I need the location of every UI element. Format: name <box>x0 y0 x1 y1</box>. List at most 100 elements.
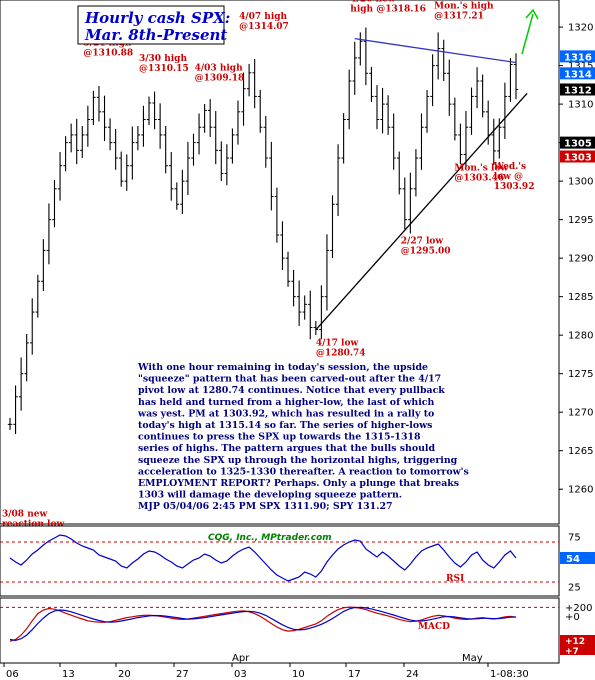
rsi-tag-box <box>560 552 595 564</box>
price-tick-label: 1320 <box>568 23 593 34</box>
price-bar <box>52 179 57 228</box>
price-bar <box>324 234 330 311</box>
price-bar <box>152 91 157 130</box>
projection-arrow <box>521 8 539 55</box>
rsi-last-value-tag: 54 <box>560 552 595 565</box>
price-bar <box>141 105 146 147</box>
price-tag-box <box>560 136 595 149</box>
price-tag-box <box>560 83 595 96</box>
price-tick-label: 1300 <box>568 177 593 188</box>
commentary-line: EMPLOYMENT REPORT? Perhaps. Only a plung… <box>138 478 459 489</box>
price-bar <box>85 105 91 147</box>
price-bar <box>380 87 385 134</box>
price-bar <box>258 89 263 133</box>
annotation-line: 4/20 new <box>350 0 395 4</box>
rsi-label: RSI <box>446 574 464 584</box>
credit: CQG, Inc., MPtrader.com <box>208 533 332 543</box>
annotation: Mon.'s high@1317.21 <box>434 2 494 22</box>
x-month-label: May <box>462 653 483 664</box>
x-tick-label: 06 <box>6 669 19 680</box>
price-bar <box>252 59 257 109</box>
price-bar <box>191 133 196 166</box>
rsi-panel-frame <box>0 525 560 597</box>
price-tag-box <box>560 150 595 163</box>
price-tick-label: 1280 <box>568 331 593 342</box>
price-bar <box>508 58 513 102</box>
macd-y-axis: +200+0 <box>565 603 592 623</box>
price-bar <box>491 118 496 165</box>
price-bar <box>469 87 474 135</box>
price-bar <box>435 32 441 80</box>
price-bar <box>235 100 241 145</box>
price-bar <box>219 141 224 182</box>
price-bar <box>13 385 18 435</box>
price-bar <box>363 27 369 86</box>
price-bar <box>430 54 435 107</box>
price-bar <box>296 280 302 326</box>
annotation-line: @1317.21 <box>434 12 484 22</box>
commentary-line: continues to press the SPX up towards th… <box>138 432 421 443</box>
x-axis: 06 13 20 27 03 10 17 24 1-08:30 Apr May <box>3 653 529 680</box>
x-tick-label: 1-08:30 <box>490 669 529 680</box>
macd-line <box>9 606 517 642</box>
price-bar <box>224 144 230 186</box>
price-tag-label: 1303 <box>564 152 592 163</box>
chart-title: Hourly cash SPX: Mar. 8th-Present <box>77 5 230 45</box>
title-box <box>77 5 225 45</box>
rsi-panel: 25 75 RSI CQG, Inc., MPtrader.com 54 <box>0 525 595 597</box>
price-bar <box>102 95 107 142</box>
price-bar <box>319 285 324 340</box>
price-bar <box>196 113 202 155</box>
price-bar <box>480 74 485 118</box>
annotation: 2/27 low@1295.00 <box>401 237 451 257</box>
price-bar <box>135 126 141 151</box>
annotation-line: @1309.18 <box>195 73 245 83</box>
price-tag-label: 1312 <box>564 85 592 96</box>
price-bar <box>185 141 191 195</box>
price-bar <box>385 95 391 135</box>
price-bar <box>157 103 163 149</box>
annotation-line: @1310.88 <box>83 48 133 58</box>
price-bar <box>24 333 29 382</box>
price-tick-label: 1315 <box>568 61 593 72</box>
price-bar <box>246 63 252 97</box>
price-bar <box>113 128 118 170</box>
price-tag-label: 1314 <box>564 69 592 80</box>
annotation-line: reaction low <box>2 519 64 529</box>
macd-tag-box <box>560 635 595 645</box>
price-bar <box>119 151 124 187</box>
price-bar <box>335 144 341 217</box>
annotation: 4/07 high@1314.07 <box>239 12 289 32</box>
annotation-line: 4/07 high <box>239 12 287 22</box>
annotation-line: @1295.00 <box>401 247 451 257</box>
commentary-line: "squeeze" pattern that has been carved-o… <box>138 374 441 385</box>
price-bar <box>68 123 74 153</box>
price-bar <box>291 269 296 307</box>
annotation-line: @1310.15 <box>139 64 189 74</box>
price-bar <box>474 67 480 109</box>
price-bar <box>419 113 424 170</box>
price-bar <box>74 118 79 165</box>
price-tick-label: 1290 <box>568 254 593 265</box>
annotation-line: 4/17 low <box>316 338 359 348</box>
price-tag-label: 1305 <box>564 139 592 150</box>
price-y-axis: 1260126512701275128012851290129513001305… <box>568 23 593 496</box>
commentary-line: today's high at 1315.14 so far. The seri… <box>138 420 432 431</box>
price-tag-box <box>560 67 595 80</box>
price-bar <box>285 251 291 287</box>
commentary-line: With one hour remaining in today's sessi… <box>137 362 428 373</box>
price-panel-frame <box>0 0 560 525</box>
price-bar <box>424 89 430 133</box>
x-tick-label: 24 <box>406 669 419 680</box>
x-tick-label: 27 <box>176 669 189 680</box>
annotation-line: 1303.92 <box>494 182 535 192</box>
x-tick-label: 10 <box>292 669 305 680</box>
price-bar <box>391 113 396 170</box>
x-tick-label: 13 <box>62 669 75 680</box>
annotation-line: low @ <box>494 172 523 182</box>
commentary-line: MJP 05/04/06 2:45 PM SPX 1311.90; SPY 13… <box>138 501 393 512</box>
price-bar <box>213 111 218 165</box>
macd-tick-label: +200 <box>565 603 592 614</box>
